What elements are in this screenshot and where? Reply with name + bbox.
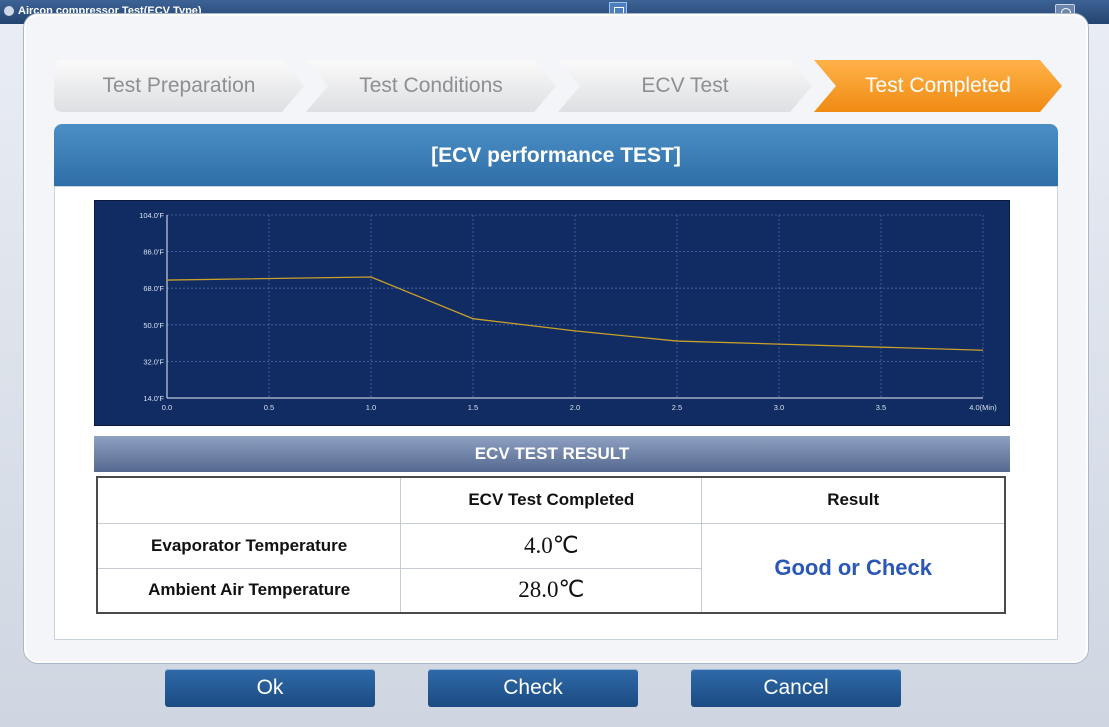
ambient-temperature-value: 28.0℃: [400, 567, 703, 614]
series-line-0: [166, 276, 984, 351]
x-tick-label: 2.5: [672, 403, 682, 412]
x-tick-label: 1.0: [366, 403, 376, 412]
y-tick-label: 50.0'F: [143, 321, 164, 330]
row-label-ambient: Ambient Air Temperature: [96, 567, 402, 614]
result-table: ECV Test Completed Result Evaporator Tem…: [96, 476, 1006, 614]
cancel-button[interactable]: Cancel: [691, 669, 901, 707]
y-tick-label: 104.0'F: [139, 211, 164, 220]
x-tick-label: 0.0: [162, 403, 172, 412]
table-row: Evaporator Temperature 4.0℃ Good or Chec…: [96, 522, 1006, 614]
step-test-conditions: Test Conditions: [306, 60, 556, 112]
y-tick-label: 14.0'F: [143, 394, 164, 403]
header-blank: [96, 476, 402, 524]
temperature-chart: 0.0 0.5 1.0 1.5 2.0 2.5 3.0 3.5 4.0(Min) 104.0'F 8…: [94, 200, 1010, 426]
result-header: ECV TEST RESULT: [94, 436, 1010, 472]
x-tick-label: 4.0(Min): [969, 403, 997, 412]
step-ecv-test: ECV Test: [558, 60, 812, 112]
section-title: [ECV performance TEST]: [54, 124, 1058, 186]
row-label-evaporator: Evaporator Temperature: [96, 522, 402, 569]
check-button[interactable]: Check: [428, 669, 638, 707]
result-outcome: Good or Check: [701, 522, 1006, 614]
x-tick-label: 3.0: [774, 403, 784, 412]
table-header-row: ECV Test Completed Result: [96, 476, 1006, 524]
step-test-completed: Test Completed: [814, 60, 1062, 112]
table-row: Ambient Air Temperature 28.0℃: [96, 567, 1005, 614]
x-tick-label: 0.5: [264, 403, 274, 412]
app-icon: [4, 6, 14, 16]
ok-button[interactable]: Ok: [165, 669, 375, 707]
chart-svg: 0.0 0.5 1.0 1.5 2.0 2.5 3.0 3.5 4.0(Min) 104.0'F 8…: [139, 211, 997, 412]
evaporator-temperature-value: 4.0℃: [400, 522, 703, 569]
step-test-preparation: Test Preparation: [54, 60, 304, 112]
y-tick-label: 32.0'F: [143, 357, 164, 366]
y-tick-label: 68.0'F: [143, 284, 164, 293]
x-tick-label: 2.0: [570, 403, 580, 412]
y-tick-label: 86.0'F: [143, 248, 164, 257]
header-ecv-test-completed: ECV Test Completed: [400, 476, 703, 524]
header-result: Result: [701, 476, 1006, 524]
x-tick-label: 1.5: [468, 403, 478, 412]
x-tick-label: 3.5: [876, 403, 886, 412]
